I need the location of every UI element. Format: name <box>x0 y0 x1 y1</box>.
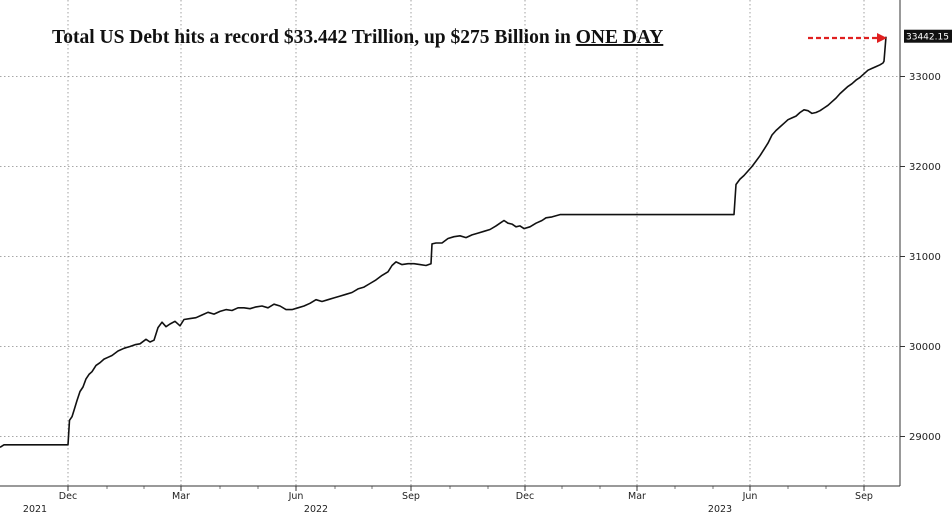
title-main: Total US Debt hits a record $33.442 Tril… <box>52 27 576 48</box>
axes <box>0 0 905 491</box>
chart-title-text: Total US Debt hits a record $33.442 Tril… <box>52 27 663 48</box>
x-tick-label: Jun <box>288 491 304 502</box>
y-tick-label: 32000 <box>909 162 941 173</box>
annotation-arrow <box>808 33 887 43</box>
y-tick-label: 33000 <box>909 72 941 83</box>
x-tick-label: Dec <box>59 491 77 502</box>
x-year-label: 2022 <box>304 504 328 514</box>
x-tick-label: Mar <box>172 491 190 502</box>
last-value-label: 33442.15 <box>906 33 949 43</box>
title-emphasis: ONE DAY <box>576 27 664 48</box>
x-tick-label: Sep <box>855 491 873 502</box>
x-tick-label: Dec <box>516 491 534 502</box>
x-year-label: 2021 <box>23 504 47 514</box>
x-tick-label: Mar <box>628 491 646 502</box>
last-value-box <box>904 29 952 43</box>
y-tick-label: 31000 <box>909 252 941 263</box>
y-tick-label: 29000 <box>909 432 941 443</box>
labels: 29000 30000 31000 32000 33000 Dec Mar Jun Sep Dec… <box>23 29 952 514</box>
arrow-head <box>877 33 887 43</box>
x-year-label: 2023 <box>708 504 732 514</box>
series <box>0 36 887 448</box>
chart-title: Total US Debt hits a record $33.442 Tril… <box>52 27 663 48</box>
x-tick-label: Sep <box>402 491 420 502</box>
grid <box>0 0 900 486</box>
y-tick-label: 30000 <box>909 342 941 353</box>
series-line <box>0 36 887 448</box>
x-tick-label: Jun <box>742 491 758 502</box>
